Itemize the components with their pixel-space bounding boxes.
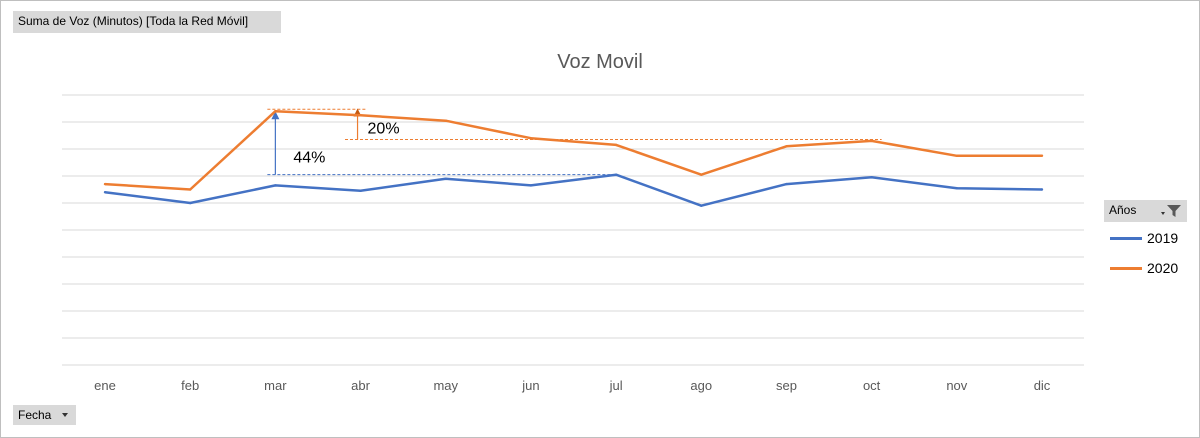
data-point-2019 [870, 176, 873, 179]
measure-field-button[interactable]: Suma de Voz (Minutos) [Toda la Red Móvil… [13, 11, 281, 33]
x-tick-label: nov [946, 378, 967, 393]
chevron-down-icon [62, 413, 68, 417]
legend-field-button[interactable]: Años [1104, 200, 1187, 222]
x-tick-label: ago [690, 378, 712, 393]
series-line-2019 [104, 173, 1043, 207]
x-tick-label: may [433, 378, 458, 393]
data-point-2020 [359, 114, 362, 117]
x-axis-tick-labels: ene feb mar abr may jun jul ago sep oct nov dic [94, 378, 1051, 393]
data-point-2020 [700, 173, 703, 176]
x-tick-label: jun [521, 378, 539, 393]
data-point-2019 [359, 189, 362, 193]
filter-icon[interactable] [1167, 204, 1181, 218]
arrow-head-icon [271, 111, 280, 120]
annotation-label-44: 44% [293, 150, 325, 167]
x-tick-label: sep [776, 378, 797, 393]
x-tick-label: dic [1034, 378, 1051, 393]
x-tick-label: jul [609, 378, 623, 393]
data-point-2020 [614, 143, 618, 147]
series-lines [103, 109, 1044, 207]
x-tick-label: ene [94, 378, 116, 393]
x-tick-label: feb [181, 378, 199, 393]
data-point-2019 [274, 184, 277, 187]
annotations: 44% 20% [267, 108, 882, 176]
legend-item-2020: 2020 [1110, 258, 1190, 278]
legend-label-2019: 2019 [1147, 230, 1179, 246]
legend-swatch-2019 [1110, 237, 1142, 240]
legend-label-2020: 2020 [1147, 260, 1179, 276]
x-tick-label: oct [863, 378, 881, 393]
legend-field-label: Años [1109, 203, 1137, 217]
x-tick-label: abr [351, 378, 370, 393]
series-line-2020 [104, 109, 1042, 191]
data-point-2020 [188, 188, 192, 191]
data-point-2019 [785, 182, 788, 186]
data-point-2020 [274, 110, 277, 113]
annotation-label-20: 20% [368, 121, 400, 138]
data-point-2019 [614, 173, 618, 176]
legend-swatch-2020 [1110, 267, 1142, 270]
x-tick-label: mar [264, 378, 287, 393]
data-point-2019 [1040, 188, 1044, 191]
gridlines [62, 94, 1084, 366]
data-point-2019 [188, 201, 192, 205]
sort-caret-icon [1161, 212, 1165, 215]
axis-field-label: Fecha [18, 408, 52, 422]
data-point-2019 [103, 191, 107, 194]
data-point-2019 [444, 177, 447, 180]
data-point-2020 [785, 145, 788, 148]
data-point-2020 [444, 119, 447, 122]
data-point-2019 [700, 204, 703, 207]
chart-title: Voz Movil [557, 51, 643, 73]
axis-field-button[interactable]: Fecha [13, 405, 76, 425]
data-point-2019 [529, 184, 533, 187]
data-point-2019 [955, 186, 959, 190]
legend-item-2019: 2019 [1110, 228, 1190, 248]
measure-field-label: Suma de Voz (Minutos) [Toda la Red Móvil… [18, 14, 249, 28]
data-point-2020 [955, 154, 959, 157]
data-point-2020 [870, 139, 873, 143]
data-point-2020 [1040, 154, 1044, 157]
data-point-2020 [103, 182, 107, 186]
data-point-2020 [529, 137, 533, 140]
